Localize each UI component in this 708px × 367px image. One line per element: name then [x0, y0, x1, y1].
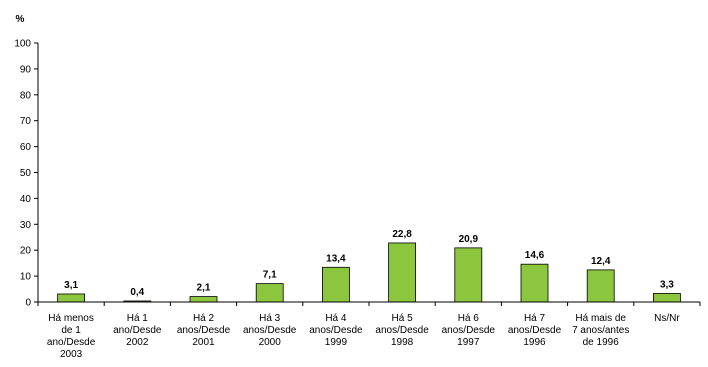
x-category-label-line: Há 1 — [127, 313, 149, 324]
x-category-label: Há 5 anos/Desde 1998 — [375, 313, 429, 348]
x-category-label-line: Há 3 — [259, 313, 281, 324]
x-category-label: Há 3 anos/Desde 2000 — [243, 313, 297, 348]
x-category-label-line: 2001 — [192, 337, 215, 348]
x-category-label-line: anos/Desde — [177, 325, 231, 336]
x-category-label-line: 2003 — [60, 349, 83, 360]
x-category-label: Há 6 anos/Desde 1997 — [442, 313, 496, 348]
y-tick-label: 70 — [20, 116, 32, 127]
x-category-label-line: 1996 — [523, 337, 546, 348]
value-label: 3,3 — [660, 279, 674, 290]
x-category-label: Há 4 anos/Desde 1999 — [309, 313, 363, 348]
value-label: 3,1 — [64, 280, 78, 291]
y-tick-label: 40 — [20, 194, 32, 205]
x-category-label-line: de 1996 — [583, 337, 620, 348]
y-tick-label: 60 — [20, 142, 32, 153]
value-label: 7,1 — [263, 270, 277, 281]
value-label: 0,4 — [130, 287, 144, 298]
y-tick-label: 30 — [20, 220, 32, 231]
bar — [189, 296, 218, 303]
y-tick-label: 80 — [20, 90, 32, 101]
x-category-label: Há 1 ano/Desde 2002 — [113, 313, 162, 348]
y-tick-label: 10 — [20, 272, 32, 283]
x-category-label-line: anos/Desde — [442, 325, 496, 336]
x-category-label-line: Há menos — [48, 313, 94, 324]
y-axis-unit: % — [16, 14, 25, 25]
value-labels: 3,1 0,4 2,1 7,1 13,4 22,8 20,9 14,6 12,4 3,3 — [64, 229, 674, 298]
x-category-label-line: Há 6 — [458, 313, 480, 324]
value-label: 22,8 — [392, 229, 412, 240]
x-category-label-line: anos/Desde — [508, 325, 562, 336]
value-label: 12,4 — [591, 256, 611, 267]
x-category-label-line: ano/Desde — [47, 337, 96, 348]
y-tick-label: 50 — [20, 168, 32, 179]
x-category-label-line: 1999 — [325, 337, 348, 348]
bars — [57, 242, 681, 303]
x-category-label-line: ano/Desde — [113, 325, 162, 336]
y-tick-label: 100 — [14, 39, 31, 50]
y-axis-ticks: 0 10 20 30 40 50 60 70 80 90 100 — [14, 39, 701, 309]
x-category-label-line: 1998 — [391, 337, 414, 348]
x-category-label-line: anos/Desde — [243, 325, 297, 336]
x-category-label-line: Há 5 — [392, 313, 414, 324]
bar — [255, 283, 284, 303]
value-label: 20,9 — [459, 234, 479, 245]
bar — [586, 269, 615, 303]
y-tick-label: 90 — [20, 64, 32, 75]
bar — [454, 247, 483, 303]
value-label: 13,4 — [326, 253, 346, 264]
x-category-label: Há 2 anos/Desde 2001 — [177, 313, 231, 348]
x-category-label-line: anos/Desde — [309, 325, 363, 336]
y-tick-label: 20 — [20, 246, 32, 257]
x-category-label-line: Ns/Nr — [654, 313, 680, 324]
x-category-label-line: 2002 — [126, 337, 149, 348]
bar — [520, 263, 549, 303]
x-category-label: Ns/Nr — [654, 313, 680, 324]
bar — [653, 293, 681, 303]
x-category-label-line: 7 anos/antes — [572, 325, 629, 336]
x-category-label-line: Há 2 — [193, 313, 215, 324]
x-category-label-line: anos/Desde — [375, 325, 429, 336]
x-category-label-line: Há 7 — [524, 313, 546, 324]
x-category-label: Há 7 anos/Desde 1996 — [508, 313, 562, 348]
x-category-label: Há menos de 1 ano/Desde 2003 — [47, 313, 96, 360]
bar — [57, 293, 85, 303]
value-label: 14,6 — [525, 250, 545, 261]
x-category-label-line: de 1 — [61, 325, 81, 336]
bar — [321, 266, 350, 303]
bar — [388, 242, 417, 303]
x-category-label-line: Há mais de — [575, 313, 626, 324]
x-category-label-line: 2000 — [259, 337, 282, 348]
value-label: 2,1 — [197, 283, 211, 294]
y-tick-label: 0 — [25, 298, 31, 309]
x-category-label-line: 1997 — [457, 337, 480, 348]
x-category-label-line: Há 4 — [325, 313, 347, 324]
x-category-label: Há mais de 7 anos/antes de 1996 — [572, 313, 629, 348]
